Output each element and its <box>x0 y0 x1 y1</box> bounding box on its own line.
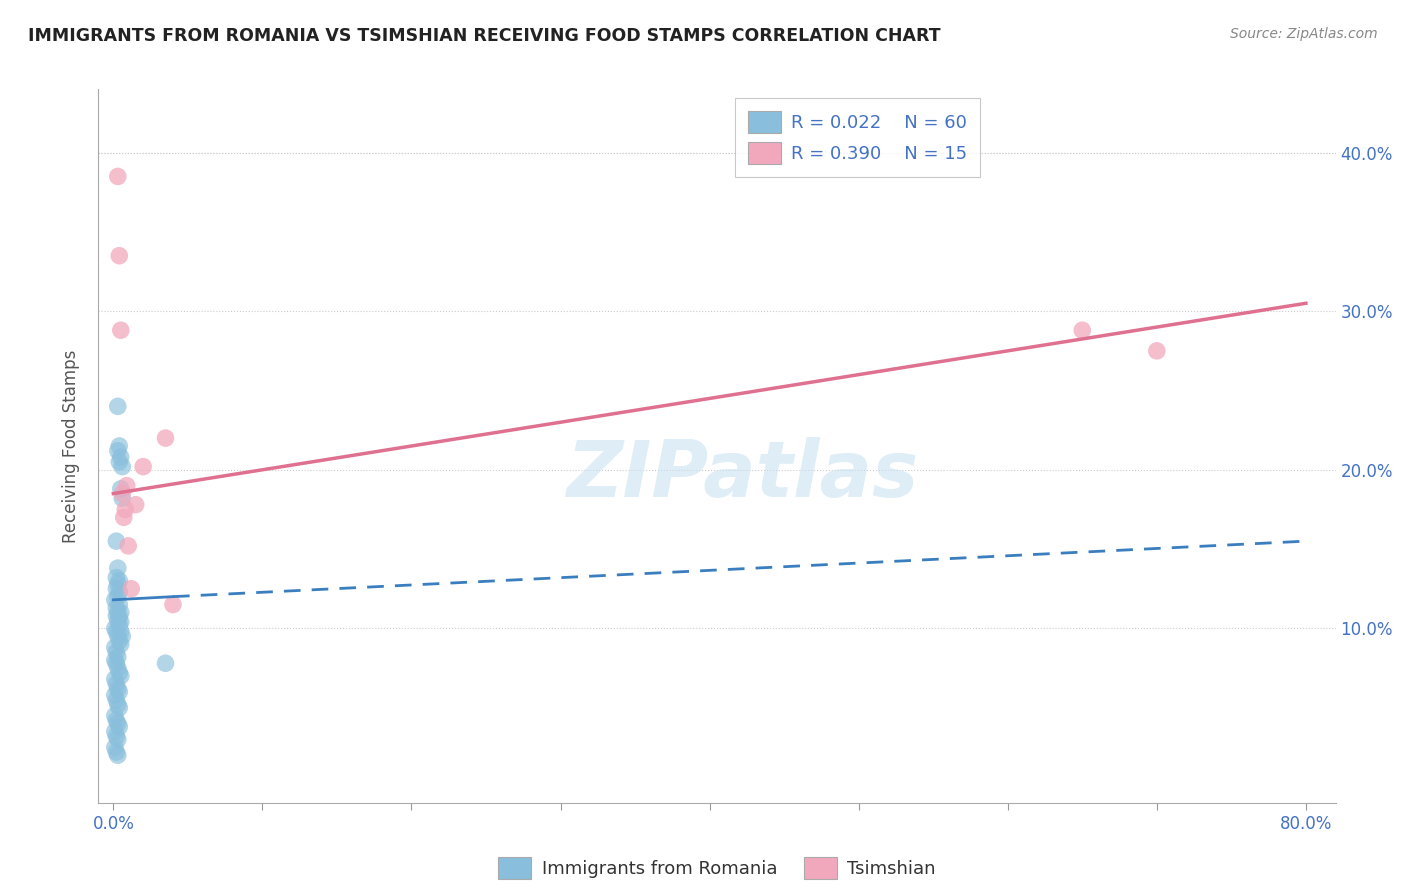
Point <box>114 502 136 516</box>
Point <box>132 459 155 474</box>
Point <box>110 450 132 464</box>
Point <box>108 720 131 734</box>
Point <box>105 714 128 728</box>
Point <box>125 498 148 512</box>
Point <box>105 608 128 623</box>
Point <box>107 614 129 628</box>
Point <box>107 169 129 184</box>
Point <box>107 400 129 414</box>
Point <box>105 624 128 639</box>
Point <box>107 716 129 731</box>
Point <box>104 592 127 607</box>
Point <box>105 692 128 706</box>
Point <box>110 624 132 639</box>
Point <box>110 615 132 629</box>
Point <box>110 669 132 683</box>
Point <box>107 629 129 643</box>
Point <box>112 510 135 524</box>
Point <box>155 657 177 671</box>
Point <box>110 482 132 496</box>
Point <box>110 323 132 337</box>
Point <box>108 574 131 588</box>
Point <box>107 698 129 712</box>
Point <box>111 629 134 643</box>
Point <box>107 748 129 763</box>
Point <box>104 688 127 702</box>
Text: IMMIGRANTS FROM ROMANIA VS TSIMSHIAN RECEIVING FOOD STAMPS CORRELATION CHART: IMMIGRANTS FROM ROMANIA VS TSIMSHIAN REC… <box>28 27 941 45</box>
Point <box>108 618 131 632</box>
Point <box>107 577 129 591</box>
Y-axis label: Receiving Food Stamps: Receiving Food Stamps <box>62 350 80 542</box>
Point <box>104 724 127 739</box>
Point <box>104 672 127 686</box>
Point <box>107 681 129 696</box>
Point <box>110 606 132 620</box>
Point <box>107 443 129 458</box>
Point <box>107 649 129 664</box>
Point <box>105 657 128 671</box>
Point <box>110 637 132 651</box>
Point <box>111 486 134 500</box>
Point <box>104 708 127 723</box>
Point <box>105 534 128 549</box>
Point <box>111 459 134 474</box>
Point <box>107 661 129 675</box>
Point <box>107 606 129 620</box>
Point <box>105 645 128 659</box>
Point <box>105 677 128 691</box>
Point <box>108 700 131 714</box>
Point <box>107 590 129 604</box>
Point <box>108 685 131 699</box>
Point <box>105 745 128 759</box>
Point <box>105 582 128 596</box>
Text: ZIPatlas: ZIPatlas <box>565 436 918 513</box>
Point <box>105 600 128 615</box>
Point <box>108 455 131 469</box>
Point <box>1146 343 1168 358</box>
Point <box>108 439 131 453</box>
Point <box>120 582 142 596</box>
Point <box>104 653 127 667</box>
Point <box>108 634 131 648</box>
Point <box>108 610 131 624</box>
Point <box>115 478 138 492</box>
Point <box>104 621 127 635</box>
Legend: Immigrants from Romania, Tsimshian: Immigrants from Romania, Tsimshian <box>491 850 943 887</box>
Point <box>108 585 131 599</box>
Point <box>108 598 131 612</box>
Point <box>107 732 129 747</box>
Point <box>108 249 131 263</box>
Point <box>104 640 127 655</box>
Point <box>107 561 129 575</box>
Point <box>104 740 127 755</box>
Point <box>105 729 128 743</box>
Point <box>117 539 139 553</box>
Point <box>162 598 184 612</box>
Text: Source: ZipAtlas.com: Source: ZipAtlas.com <box>1230 27 1378 41</box>
Point <box>111 491 134 506</box>
Point <box>108 665 131 680</box>
Point <box>105 571 128 585</box>
Point <box>1071 323 1094 337</box>
Point <box>155 431 177 445</box>
